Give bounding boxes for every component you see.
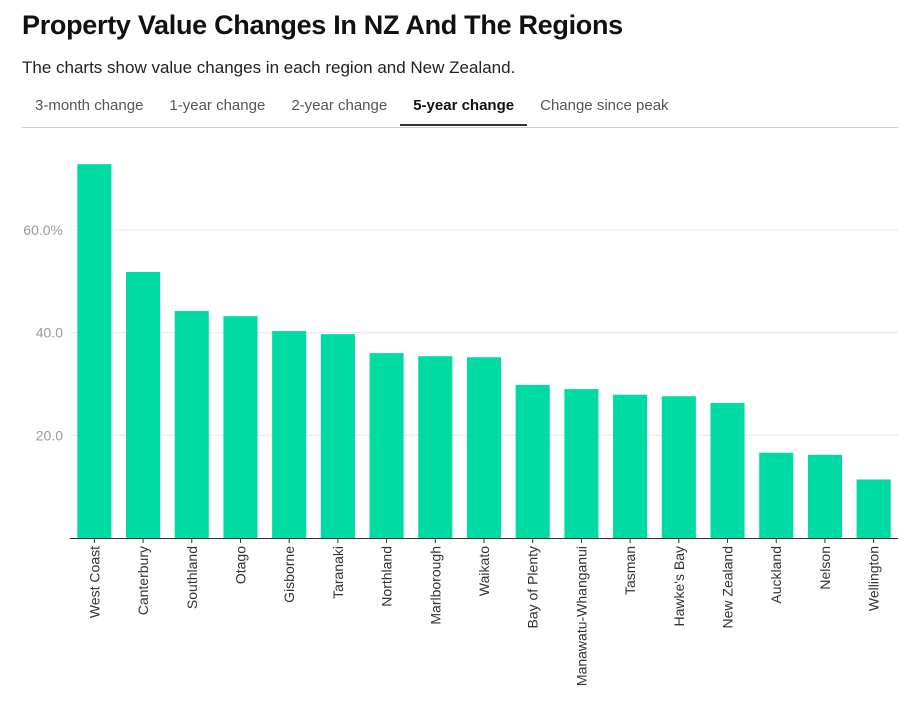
x-tick-label: Marlborough	[427, 546, 443, 625]
x-tick-label: Taranaki	[330, 546, 346, 599]
tab-1-year-change[interactable]: 1-year change	[169, 97, 266, 114]
tab-3-month-change[interactable]: 3-month change	[35, 97, 144, 114]
bar[interactable]	[661, 396, 696, 538]
x-tick-label: Manawatu-Whanganui	[573, 546, 589, 686]
x-tick-label: Gisborne	[281, 546, 297, 603]
bar[interactable]	[418, 356, 453, 538]
bar[interactable]	[710, 402, 745, 538]
bar[interactable]	[223, 316, 258, 538]
x-tick-label: Bay of Plenty	[525, 546, 541, 629]
x-tick-label: Auckland	[768, 546, 784, 604]
bar[interactable]	[759, 452, 794, 538]
x-tick-label: Tasman	[622, 546, 638, 595]
bar[interactable]	[613, 394, 648, 538]
tab-2-year-change[interactable]: 2-year change	[291, 97, 388, 114]
tab-bar: 3-month change 1-year change 2-year chan…	[22, 88, 898, 128]
bar[interactable]	[320, 334, 355, 538]
bar[interactable]	[466, 357, 502, 538]
x-tick-label: Southland	[184, 546, 200, 609]
x-tick-label: Hawke's Bay	[671, 546, 687, 626]
y-tick-label: 20.0	[36, 427, 63, 443]
x-tick-label: Nelson	[817, 546, 833, 590]
bar[interactable]	[174, 311, 209, 538]
tab-change-since-peak[interactable]: Change since peak	[540, 97, 669, 114]
bar-chart: 20.0 40.0 60.0% West Coast Canterbury Southla…	[23, 164, 898, 686]
x-tick-label: West Coast	[86, 546, 102, 618]
x-tick-label: New Zealand	[720, 546, 736, 629]
bar[interactable]	[77, 164, 112, 538]
bar[interactable]	[564, 389, 599, 538]
bar[interactable]	[856, 479, 891, 538]
page-title: Property Value Changes In NZ And The Reg…	[22, 10, 623, 40]
bar[interactable]	[807, 454, 842, 538]
bar[interactable]	[515, 384, 550, 538]
x-tick-label: Northland	[379, 546, 395, 607]
page-subtitle: The charts show value changes in each re…	[22, 58, 516, 77]
x-tick-label: Waikato	[476, 546, 492, 596]
bar[interactable]	[369, 353, 404, 538]
x-tick-label: Canterbury	[135, 546, 151, 615]
tab-5-year-change[interactable]: 5-year change	[400, 88, 528, 126]
bar[interactable]	[272, 331, 307, 538]
x-tick-label: Wellington	[866, 546, 882, 611]
y-tick-label: 40.0	[36, 325, 63, 341]
y-tick-label: 60.0%	[23, 222, 63, 238]
bar[interactable]	[126, 272, 161, 538]
x-tick-label: Otago	[232, 546, 248, 584]
